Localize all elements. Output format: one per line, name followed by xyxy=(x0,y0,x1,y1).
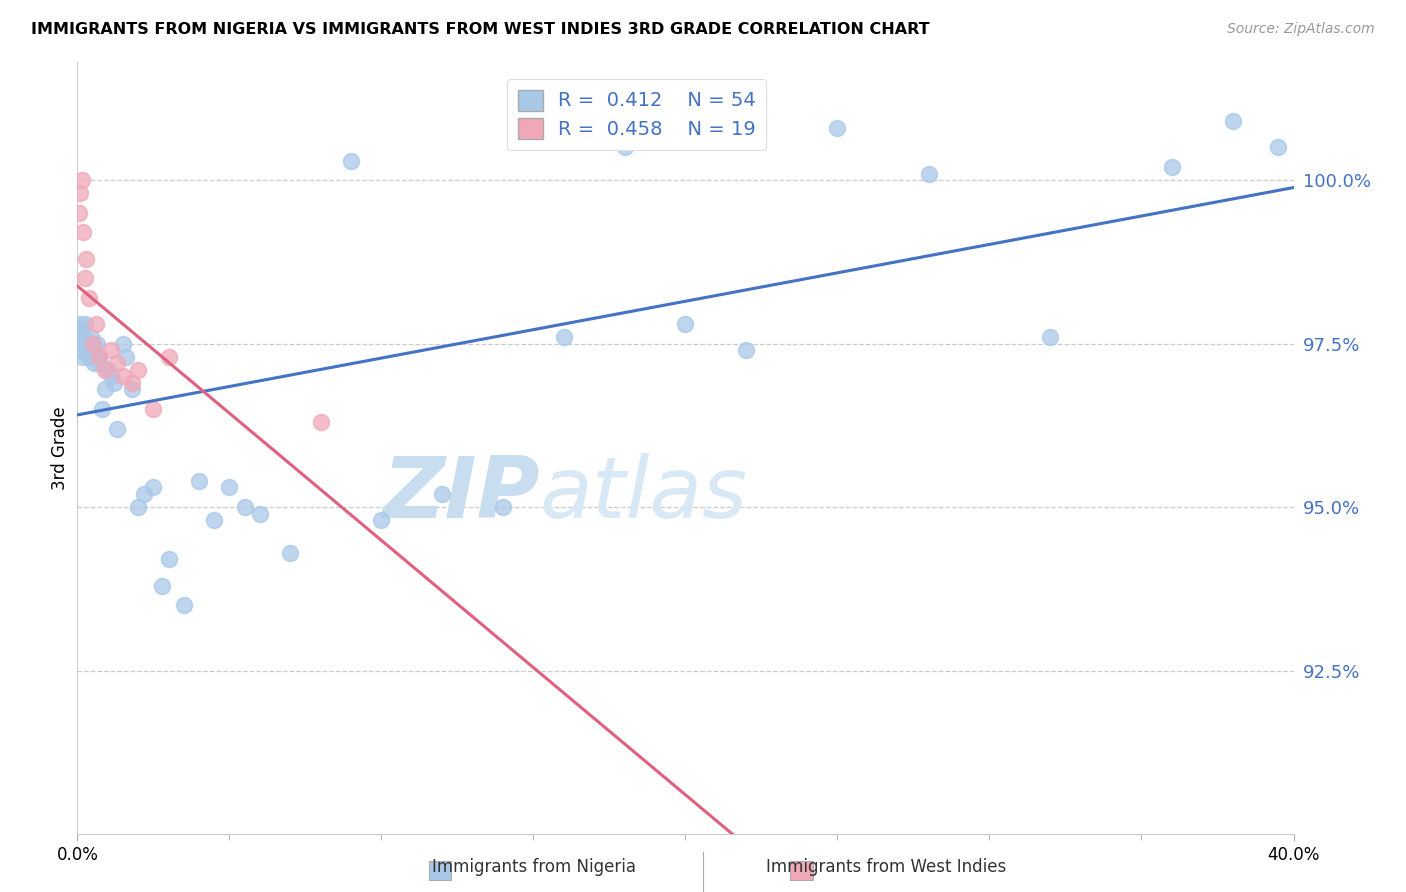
Point xyxy=(202,513,225,527)
Point xyxy=(553,330,575,344)
Point xyxy=(157,350,180,364)
Text: Immigrants from West Indies: Immigrants from West Indies xyxy=(766,858,1005,876)
Point xyxy=(103,376,125,390)
Point xyxy=(249,507,271,521)
Point xyxy=(79,291,101,305)
Point xyxy=(93,363,115,377)
Point xyxy=(84,343,107,358)
Point xyxy=(79,350,101,364)
Point xyxy=(73,271,96,285)
Point xyxy=(73,317,96,331)
Point xyxy=(73,330,96,344)
Point xyxy=(87,350,110,364)
Text: atlas: atlas xyxy=(540,453,748,536)
Point xyxy=(70,324,93,338)
Point xyxy=(100,343,122,358)
Point xyxy=(340,153,363,168)
Y-axis label: 3rd Grade: 3rd Grade xyxy=(51,407,69,490)
Point xyxy=(152,578,174,592)
Point xyxy=(100,369,122,384)
Point xyxy=(111,369,134,384)
Point xyxy=(105,356,128,370)
Point xyxy=(142,402,165,417)
Point xyxy=(735,343,758,358)
Point xyxy=(492,500,515,514)
Text: Source: ZipAtlas.com: Source: ZipAtlas.com xyxy=(1227,22,1375,37)
Point xyxy=(83,356,105,370)
Point xyxy=(121,383,143,397)
Point xyxy=(70,173,93,187)
Point xyxy=(675,317,697,331)
Point xyxy=(827,120,849,135)
Point xyxy=(105,422,128,436)
Point xyxy=(72,226,94,240)
Point xyxy=(80,330,103,344)
Point xyxy=(157,552,180,566)
Point xyxy=(77,343,100,358)
Point xyxy=(93,383,115,397)
Point xyxy=(67,206,90,220)
Point xyxy=(218,480,240,494)
Text: IMMIGRANTS FROM NIGERIA VS IMMIGRANTS FROM WEST INDIES 3RD GRADE CORRELATION CHA: IMMIGRANTS FROM NIGERIA VS IMMIGRANTS FR… xyxy=(31,22,929,37)
Point xyxy=(69,330,91,344)
Point xyxy=(69,317,91,331)
Point xyxy=(173,598,195,612)
Point xyxy=(111,336,134,351)
Point xyxy=(142,480,165,494)
Point xyxy=(121,376,143,390)
Point xyxy=(82,336,104,351)
Point xyxy=(67,336,90,351)
Text: Immigrants from Nigeria: Immigrants from Nigeria xyxy=(432,858,637,876)
Point xyxy=(1222,114,1244,128)
Point xyxy=(1039,330,1062,344)
Point xyxy=(90,402,112,417)
Point xyxy=(75,336,97,351)
Point xyxy=(613,140,636,154)
Point xyxy=(89,356,111,370)
Point xyxy=(82,336,104,351)
Point xyxy=(115,350,138,364)
Point xyxy=(309,415,332,429)
Point xyxy=(84,317,107,331)
Point xyxy=(72,350,94,364)
Point xyxy=(75,252,97,266)
Text: ZIP: ZIP xyxy=(382,453,540,536)
Point xyxy=(86,336,108,351)
Point xyxy=(1161,160,1184,174)
Point xyxy=(72,336,94,351)
Point xyxy=(127,363,149,377)
Point xyxy=(69,186,91,201)
Point xyxy=(97,363,120,377)
Point xyxy=(188,474,211,488)
Point xyxy=(70,343,93,358)
Point xyxy=(134,487,156,501)
Point xyxy=(370,513,392,527)
Point xyxy=(233,500,256,514)
Point xyxy=(127,500,149,514)
Point xyxy=(278,546,301,560)
Point xyxy=(87,350,110,364)
Point xyxy=(430,487,453,501)
Point xyxy=(1267,140,1289,154)
Point xyxy=(918,167,941,181)
Legend: R =  0.412    N = 54, R =  0.458    N = 19: R = 0.412 N = 54, R = 0.458 N = 19 xyxy=(508,79,766,150)
